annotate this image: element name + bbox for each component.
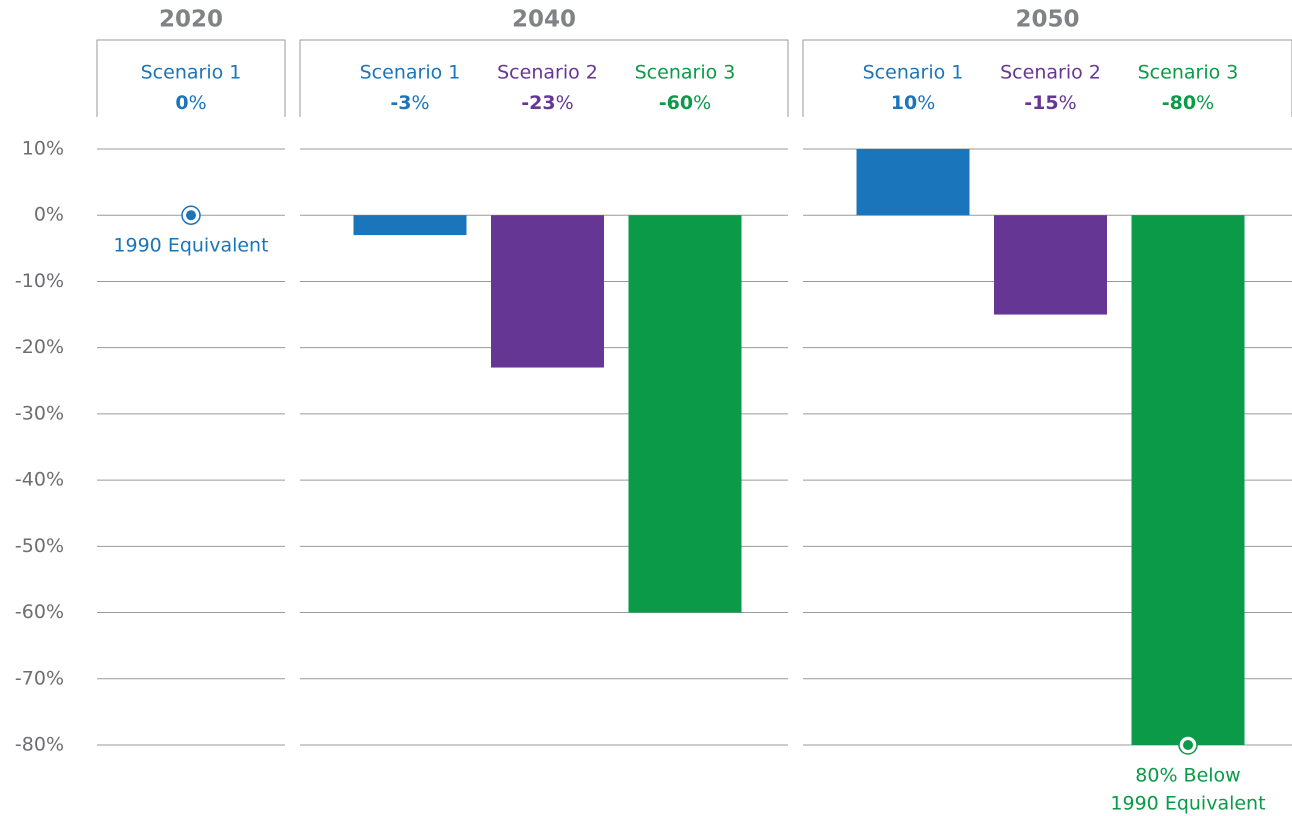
value-unit: %	[917, 92, 935, 114]
y-tick-label: -30%	[15, 402, 64, 424]
group-header-box	[802, 39, 1292, 117]
value-label: -60%	[659, 92, 711, 114]
bar	[628, 215, 742, 613]
y-tick-label: 0%	[34, 204, 64, 226]
y-tick-label: 10%	[22, 138, 64, 160]
series-label: Scenario 3	[1138, 62, 1239, 84]
group-label: 2020	[159, 7, 223, 33]
group-header-box	[299, 39, 789, 117]
value-number: -3	[390, 92, 411, 114]
y-tick-label: -40%	[15, 469, 64, 491]
bar	[1131, 215, 1245, 745]
value-unit: %	[189, 92, 207, 114]
value-label: -15%	[1024, 92, 1076, 114]
annotation-marker-dot	[1183, 740, 1193, 750]
value-unit: %	[556, 92, 574, 114]
value-label: -80%	[1162, 92, 1214, 114]
group-label: 2050	[1015, 7, 1079, 33]
group-header-box	[96, 39, 286, 117]
y-tick-label: -10%	[15, 270, 64, 292]
annotation: 1990 Equivalent	[1110, 793, 1265, 815]
value-unit: %	[412, 92, 430, 114]
value-number: 0	[175, 92, 188, 114]
bar	[994, 215, 1107, 315]
series-label: Scenario 2	[497, 62, 598, 84]
y-tick-label: -70%	[15, 667, 64, 689]
y-tick-label: -20%	[15, 336, 64, 358]
annotation-marker-dot	[186, 210, 196, 221]
y-tick-label: -80%	[15, 734, 64, 756]
value-number: 10	[891, 92, 917, 114]
value-label: 0%	[175, 92, 206, 114]
series-label: Scenario 2	[1000, 62, 1101, 84]
annotation: 80% Below	[1135, 765, 1240, 787]
series-label: Scenario 3	[635, 62, 736, 84]
value-label: -3%	[390, 92, 429, 114]
group-label: 2040	[512, 7, 576, 33]
bar	[353, 215, 467, 236]
annotation: 1990 Equivalent	[113, 235, 268, 257]
y-tick-label: -60%	[15, 601, 64, 623]
bar	[856, 149, 970, 216]
value-number: -23	[521, 92, 555, 114]
value-unit: %	[1059, 92, 1077, 114]
value-label: -23%	[521, 92, 573, 114]
value-unit: %	[1196, 92, 1214, 114]
value-unit: %	[693, 92, 711, 114]
bar	[491, 215, 604, 368]
series-label: Scenario 1	[141, 62, 242, 84]
value-number: -15	[1024, 92, 1058, 114]
value-label: 10%	[891, 92, 936, 114]
value-number: -80	[1162, 92, 1196, 114]
y-tick-label: -50%	[15, 535, 64, 557]
series-label: Scenario 1	[360, 62, 461, 84]
value-number: -60	[659, 92, 693, 114]
series-label: Scenario 1	[863, 62, 964, 84]
